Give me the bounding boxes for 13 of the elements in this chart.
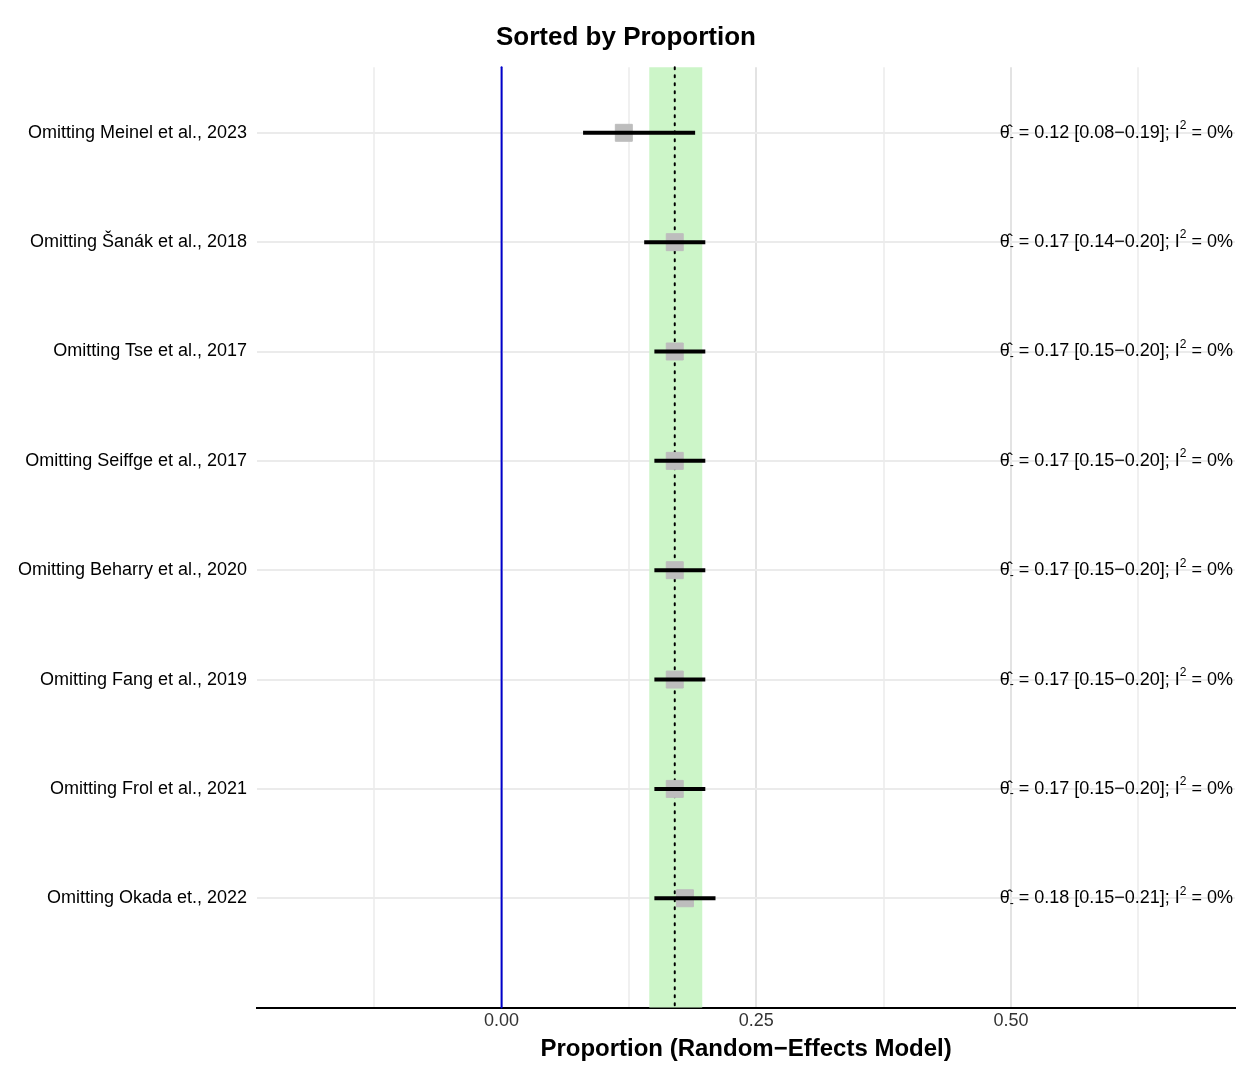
x-tick-label: 0.25 (738, 1010, 774, 1031)
y-tick-label: Omitting Meinel et al., 2023 (27, 121, 248, 142)
x-axis-title: Proportion (Random−Effects Model) (540, 1034, 952, 1062)
y-tick-label: Omitting Šanák et al., 2018 (29, 230, 248, 252)
y-tick-label: Omitting Tse et al., 2017 (53, 340, 248, 361)
y-tick-label: Omitting Beharry et al., 2020 (17, 559, 248, 580)
y-tick-label: Omitting Okada et., 2022 (47, 887, 248, 908)
y-tick-label: Omitting Frol et al., 2021 (50, 777, 248, 798)
x-tick-label: 0.50 (993, 1010, 1029, 1031)
y-tick-label: Omitting Fang et al., 2019 (39, 668, 248, 689)
y-tick-label: Omitting Seiffge et al., 2017 (25, 449, 248, 470)
chart-title: Sorted by Proportion (496, 20, 756, 51)
x-tick-label: 0.00 (484, 1010, 520, 1031)
